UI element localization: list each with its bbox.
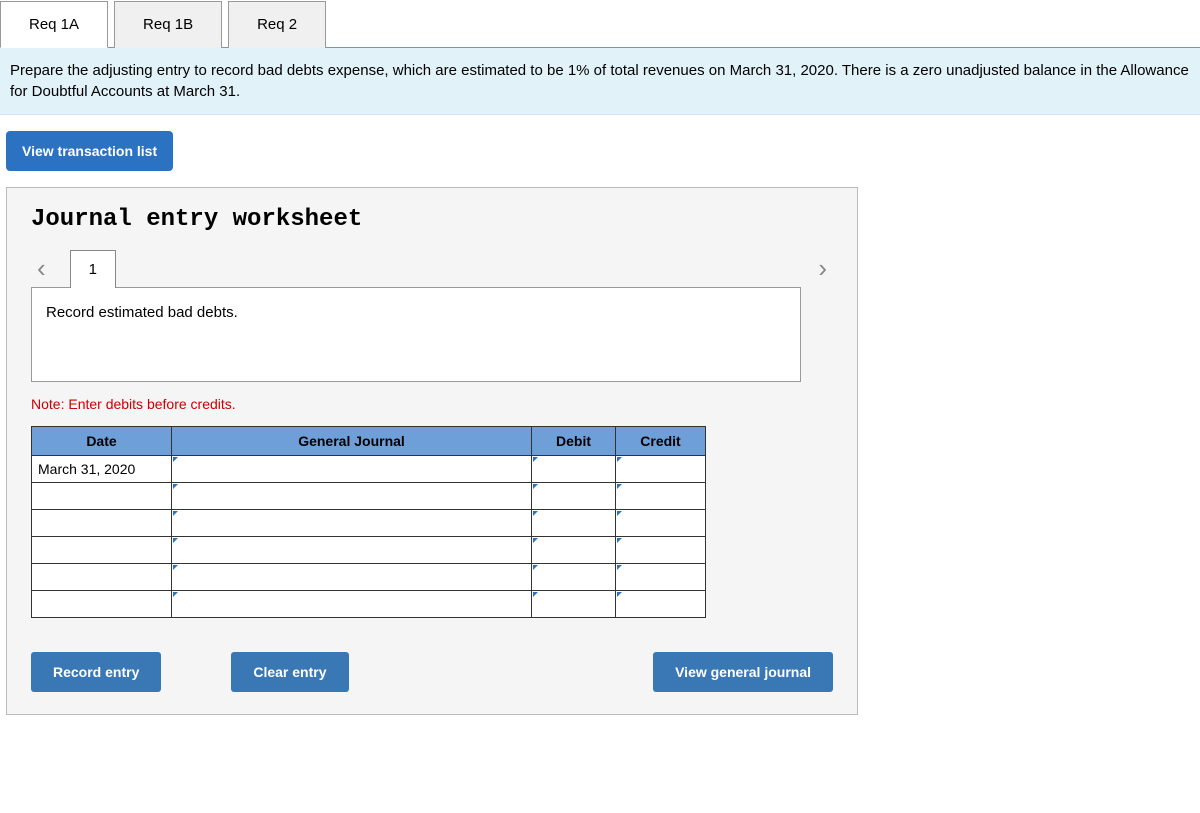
table-row — [32, 591, 706, 618]
tab-req-1a[interactable]: Req 1A — [0, 1, 108, 48]
table-row — [32, 564, 706, 591]
journal-worksheet-panel: Journal entry worksheet ‹ 1 › Record est… — [6, 187, 858, 715]
cell-general-journal[interactable] — [172, 483, 532, 510]
cell-general-journal[interactable] — [172, 510, 532, 537]
cell-date[interactable] — [32, 537, 172, 564]
col-header-date: Date — [32, 427, 172, 456]
table-row: March 31, 2020 — [32, 456, 706, 483]
cell-date[interactable] — [32, 483, 172, 510]
col-header-credit: Credit — [616, 427, 706, 456]
cell-date[interactable] — [32, 591, 172, 618]
cell-date[interactable] — [32, 510, 172, 537]
pager-row: ‹ 1 › — [31, 249, 833, 287]
cell-date[interactable]: March 31, 2020 — [32, 456, 172, 483]
cell-credit[interactable] — [616, 537, 706, 564]
chevron-right-icon[interactable]: › — [812, 253, 833, 284]
cell-debit[interactable] — [532, 456, 616, 483]
cell-general-journal[interactable] — [172, 564, 532, 591]
debits-before-credits-note: Note: Enter debits before credits. — [31, 396, 833, 412]
cell-date[interactable] — [32, 564, 172, 591]
record-entry-button[interactable]: Record entry — [31, 652, 161, 692]
cell-credit[interactable] — [616, 564, 706, 591]
action-button-row: Record entry Clear entry View general jo… — [31, 652, 833, 692]
col-header-debit: Debit — [532, 427, 616, 456]
cell-credit[interactable] — [616, 456, 706, 483]
tab-req-1b[interactable]: Req 1B — [114, 1, 222, 48]
page-number-tab[interactable]: 1 — [70, 250, 116, 288]
cell-general-journal[interactable] — [172, 537, 532, 564]
tabs-bar: Req 1A Req 1B Req 2 — [0, 0, 1200, 48]
cell-debit[interactable] — [532, 510, 616, 537]
cell-debit[interactable] — [532, 564, 616, 591]
chevron-left-icon[interactable]: ‹ — [31, 253, 52, 284]
entry-description-box: Record estimated bad debts. — [31, 287, 801, 382]
worksheet-title: Journal entry worksheet — [31, 206, 833, 233]
cell-credit[interactable] — [616, 591, 706, 618]
cell-general-journal[interactable] — [172, 456, 532, 483]
cell-general-journal[interactable] — [172, 591, 532, 618]
table-row — [32, 537, 706, 564]
view-general-journal-button[interactable]: View general journal — [653, 652, 833, 692]
view-transaction-list-button[interactable]: View transaction list — [6, 131, 173, 171]
cell-debit[interactable] — [532, 483, 616, 510]
table-row — [32, 510, 706, 537]
tab-req-2[interactable]: Req 2 — [228, 1, 326, 48]
table-row — [32, 483, 706, 510]
cell-debit[interactable] — [532, 591, 616, 618]
cell-credit[interactable] — [616, 510, 706, 537]
cell-credit[interactable] — [616, 483, 706, 510]
journal-entry-table: Date General Journal Debit Credit March … — [31, 426, 706, 618]
cell-debit[interactable] — [532, 537, 616, 564]
instruction-banner: Prepare the adjusting entry to record ba… — [0, 48, 1200, 115]
col-header-general-journal: General Journal — [172, 427, 532, 456]
clear-entry-button[interactable]: Clear entry — [231, 652, 348, 692]
